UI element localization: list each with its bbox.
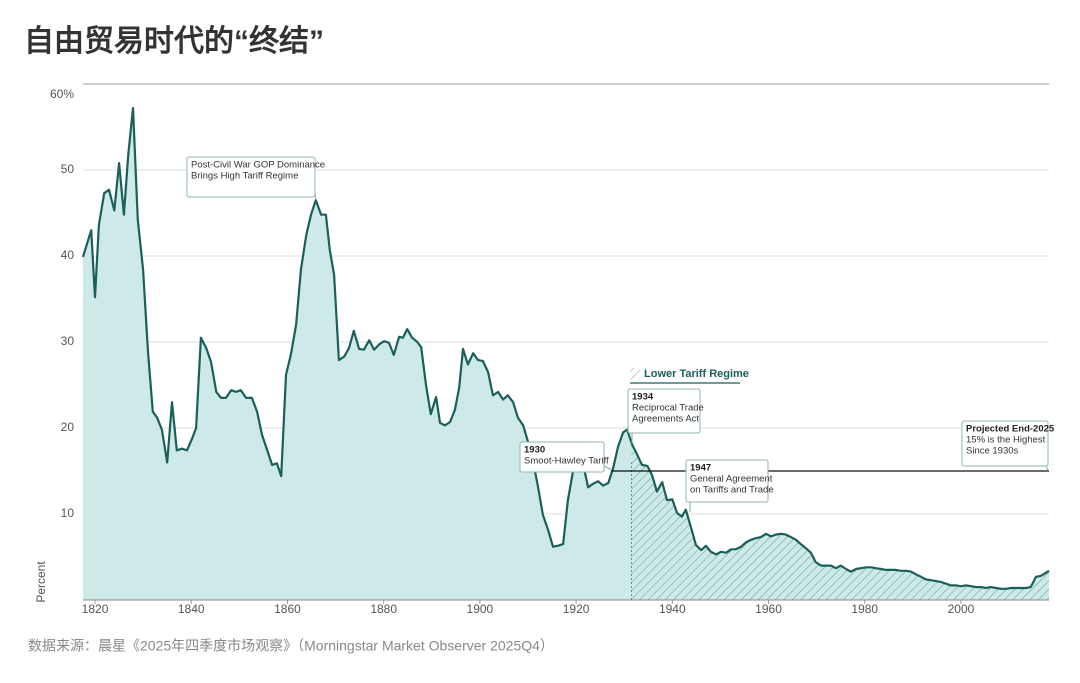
annotation-text: Brings High Tariff Regime — [191, 171, 298, 182]
x-tick-label: 1920 — [563, 602, 590, 616]
source-note: 数据来源：晨星《2025年四季度市场观察》（Morningstar Market… — [28, 638, 554, 654]
area-fill — [83, 108, 1049, 600]
x-tick-label: 1960 — [755, 602, 782, 616]
y-tick-label: 50 — [61, 162, 75, 176]
annotation-title: 1947 — [690, 463, 711, 474]
region-legend: Lower Tariff Regime — [630, 368, 749, 384]
y-tick-label: 40 — [61, 248, 75, 262]
annotation-text: General Agreement — [690, 474, 773, 485]
annotation-text: Smoot-Hawley Tariff — [524, 456, 609, 467]
annotation-title: 1930 — [524, 445, 545, 456]
annotation-pointer — [603, 465, 613, 471]
x-tick-label: 1880 — [370, 602, 397, 616]
chart-title: 自由贸易时代的“终结” — [24, 25, 324, 58]
x-tick-label: 2000 — [948, 602, 975, 616]
annotation-box — [519, 441, 605, 473]
series-line — [81, 107, 1050, 590]
annotation-title: Projected End-2025 — [966, 424, 1055, 435]
region-label: Lower Tariff Regime — [644, 368, 749, 380]
annotation-text: Since 1930s — [966, 446, 1019, 457]
x-tick-label: 1900 — [467, 602, 494, 616]
annotation-text: Reciprocal Trade — [632, 403, 704, 414]
region-legend-swatch — [630, 368, 640, 379]
y-tick-label: 60% — [50, 87, 74, 101]
y-tick-label: 10 — [61, 506, 75, 520]
x-tick-label: 1980 — [851, 602, 878, 616]
annotation-box — [685, 459, 769, 503]
y-axis-label: Percent — [34, 561, 48, 603]
x-tick-label: 1940 — [659, 602, 686, 616]
y-tick-label: 20 — [61, 420, 75, 434]
annotation-text: 15% is the Highest — [966, 435, 1046, 446]
x-tick-label: 1820 — [82, 602, 109, 616]
annotation-box — [186, 156, 316, 198]
x-tick-label: 1860 — [274, 602, 301, 616]
annotation-text: on Tariffs and Trade — [690, 485, 774, 496]
annotation-text: Agreements Act — [632, 414, 699, 425]
x-tick-label: 1840 — [178, 602, 205, 616]
annotation-box — [961, 420, 1049, 467]
y-tick-label: 30 — [61, 334, 75, 348]
annotation-box — [627, 388, 701, 434]
annotation-pointer — [1045, 465, 1049, 471]
annotation-title: 1934 — [632, 392, 654, 403]
annotation-text: Post-Civil War GOP Dominance — [191, 160, 325, 171]
